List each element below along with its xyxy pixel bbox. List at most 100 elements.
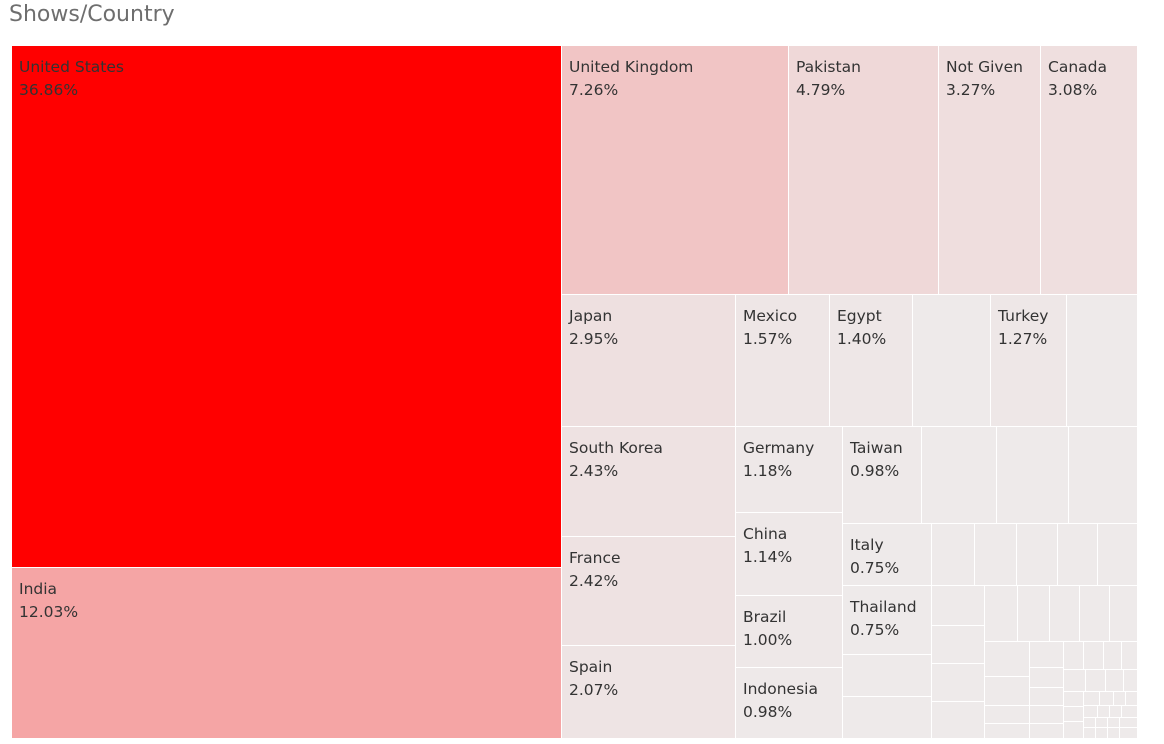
treemap-cell-unlabeled[interactable] — [932, 664, 985, 702]
treemap-cell-china[interactable]: China 1.14% — [736, 513, 843, 596]
treemap-cell-taiwan[interactable]: Taiwan 0.98% — [843, 427, 922, 524]
treemap-cell-unlabeled[interactable] — [1058, 524, 1098, 586]
treemap-cell-unlabeled[interactable] — [1080, 586, 1110, 642]
cell-label: Thailand 0.75% — [850, 596, 917, 642]
treemap-cell-unlabeled[interactable] — [1098, 706, 1110, 718]
country-name: Not Given — [946, 58, 1023, 76]
treemap-cell-unlabeled[interactable] — [1126, 692, 1138, 706]
treemap-cell-unlabeled[interactable] — [1030, 668, 1064, 688]
cell-label: South Korea 2.43% — [569, 437, 663, 483]
treemap-cell-pakistan[interactable]: Pakistan 4.79% — [789, 46, 939, 295]
cell-label: United Kingdom 7.26% — [569, 56, 693, 102]
treemap-cell-unlabeled[interactable] — [997, 427, 1069, 524]
treemap-cell-unlabeled[interactable] — [932, 626, 985, 664]
country-percent: 2.07% — [569, 681, 619, 699]
treemap-cell-unlabeled[interactable] — [1018, 586, 1050, 642]
treemap-cell-unlabeled[interactable] — [975, 524, 1017, 586]
country-percent: 0.98% — [850, 462, 900, 480]
treemap-cell-unlabeled[interactable] — [1124, 670, 1138, 692]
treemap-cell-unlabeled[interactable] — [1120, 718, 1138, 728]
country-percent: 0.75% — [850, 621, 900, 639]
treemap-cell-unlabeled[interactable] — [1084, 718, 1096, 728]
treemap-cell-egypt[interactable]: Egypt 1.40% — [830, 295, 913, 427]
country-percent: 0.75% — [850, 559, 900, 577]
treemap-cell-unlabeled[interactable] — [1050, 586, 1080, 642]
treemap-cell-unlabeled[interactable] — [985, 706, 1030, 724]
treemap-cell-unlabeled[interactable] — [932, 702, 985, 739]
cell-label: Pakistan 4.79% — [796, 56, 861, 102]
treemap-cell-unlabeled[interactable] — [922, 427, 997, 524]
treemap-cell-unlabeled[interactable] — [913, 295, 991, 427]
treemap-cell-unlabeled[interactable] — [1110, 706, 1122, 718]
treemap-cell-unlabeled[interactable] — [1084, 692, 1100, 706]
treemap-cell-south-korea[interactable]: South Korea 2.43% — [562, 427, 736, 537]
treemap-cell-unlabeled[interactable] — [1064, 707, 1084, 722]
treemap-cell-unlabeled[interactable] — [843, 655, 932, 697]
treemap-cell-mexico[interactable]: Mexico 1.57% — [736, 295, 830, 427]
treemap-cell-unlabeled[interactable] — [985, 724, 1030, 739]
treemap-cell-unlabeled[interactable] — [985, 677, 1030, 706]
country-percent: 2.95% — [569, 330, 619, 348]
country-percent: 7.26% — [569, 81, 619, 99]
treemap-cell-turkey[interactable]: Turkey 1.27% — [991, 295, 1067, 427]
country-percent: 3.27% — [946, 81, 996, 99]
treemap-cell-unlabeled[interactable] — [1084, 728, 1096, 739]
treemap-cell-unlabeled[interactable] — [1096, 718, 1108, 728]
treemap-cell-brazil[interactable]: Brazil 1.00% — [736, 596, 843, 668]
treemap-cell-india[interactable]: India 12.03% — [12, 568, 562, 739]
treemap-cell-unlabeled[interactable] — [1067, 295, 1138, 427]
treemap-cell-unlabeled[interactable] — [1096, 728, 1108, 739]
treemap-cell-unlabeled[interactable] — [1030, 706, 1064, 724]
treemap-cell-indonesia[interactable]: Indonesia 0.98% — [736, 668, 843, 739]
treemap-cell-not-given[interactable]: Not Given 3.27% — [939, 46, 1041, 295]
treemap-cell-unlabeled[interactable] — [1030, 724, 1064, 739]
cell-label: Brazil 1.00% — [743, 606, 792, 652]
treemap-cell-unlabeled[interactable] — [1106, 670, 1124, 692]
treemap-cell-unlabeled[interactable] — [1114, 692, 1126, 706]
treemap-cell-unlabeled[interactable] — [985, 642, 1030, 677]
treemap-cell-unlabeled[interactable] — [1030, 642, 1064, 668]
treemap-cell-unlabeled[interactable] — [932, 586, 985, 626]
treemap-cell-unlabeled[interactable] — [1098, 524, 1138, 586]
treemap-cell-unlabeled[interactable] — [1122, 706, 1138, 718]
treemap-cell-canada[interactable]: Canada 3.08% — [1041, 46, 1138, 295]
cell-label: United States 36.86% — [19, 56, 124, 102]
treemap-cell-unlabeled[interactable] — [843, 697, 932, 739]
treemap-cell-unlabeled[interactable] — [1064, 692, 1084, 707]
treemap-cell-unlabeled[interactable] — [1104, 642, 1122, 670]
treemap-cell-unlabeled[interactable] — [1017, 524, 1058, 586]
treemap-cell-unlabeled[interactable] — [1108, 718, 1120, 728]
treemap-cell-unlabeled[interactable] — [1064, 642, 1084, 670]
treemap-cell-germany[interactable]: Germany 1.18% — [736, 427, 843, 513]
treemap-cell-unlabeled[interactable] — [1064, 670, 1086, 692]
treemap-cell-united-states[interactable]: United States 36.86% — [12, 46, 562, 568]
country-name: Italy — [850, 536, 884, 554]
country-name: Japan — [569, 307, 613, 325]
treemap-cell-unlabeled[interactable] — [1120, 728, 1138, 739]
treemap-cell-italy[interactable]: Italy 0.75% — [843, 524, 932, 586]
treemap-cell-spain[interactable]: Spain 2.07% — [562, 646, 736, 739]
treemap-cell-unlabeled[interactable] — [1100, 692, 1114, 706]
treemap-cell-thailand[interactable]: Thailand 0.75% — [843, 586, 932, 655]
treemap-cell-unlabeled[interactable] — [1122, 642, 1138, 670]
treemap-cell-unlabeled[interactable] — [1110, 586, 1138, 642]
treemap-cell-unlabeled[interactable] — [1086, 670, 1106, 692]
treemap-cell-united-kingdom[interactable]: United Kingdom 7.26% — [562, 46, 789, 295]
treemap-cell-unlabeled[interactable] — [1084, 706, 1098, 718]
cell-label: India 12.03% — [19, 578, 78, 624]
treemap-cell-unlabeled[interactable] — [932, 524, 975, 586]
cell-label: Turkey 1.27% — [998, 305, 1048, 351]
treemap-cell-unlabeled[interactable] — [1084, 642, 1104, 670]
treemap-cell-unlabeled[interactable] — [1030, 688, 1064, 706]
treemap-cell-unlabeled[interactable] — [1069, 427, 1138, 524]
treemap-cell-unlabeled[interactable] — [1064, 722, 1084, 739]
treemap-cell-france[interactable]: France 2.42% — [562, 537, 736, 646]
treemap-cell-japan[interactable]: Japan 2.95% — [562, 295, 736, 427]
treemap-cell-unlabeled[interactable] — [985, 586, 1018, 642]
treemap-cell-unlabeled[interactable] — [1108, 728, 1120, 739]
country-percent: 2.42% — [569, 572, 619, 590]
chart-title: Shows/Country — [9, 2, 175, 27]
cell-label: Germany 1.18% — [743, 437, 814, 483]
country-name: Turkey — [998, 307, 1049, 325]
cell-label: Not Given 3.27% — [946, 56, 1023, 102]
